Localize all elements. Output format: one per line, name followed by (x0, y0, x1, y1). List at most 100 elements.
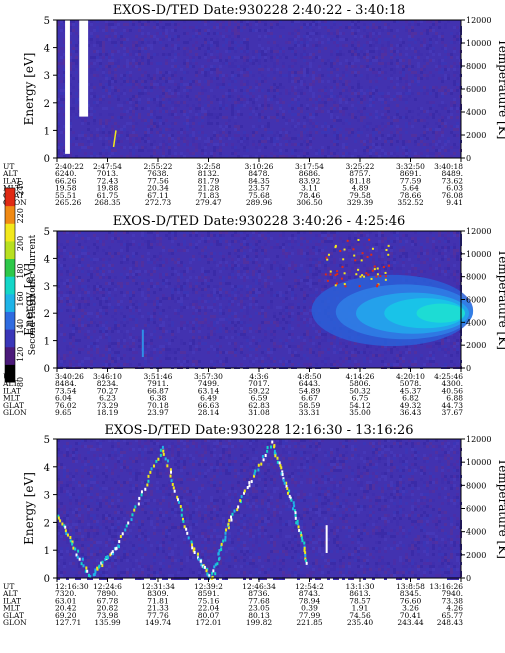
row-value: 135.99 (94, 618, 120, 627)
colorbar-tick-label: 80 (16, 377, 25, 387)
y-right-tick-label: 0 (466, 154, 471, 163)
y-axis-label: Energy [eV] (22, 53, 36, 126)
panel-title: EXOS-D/TED Date:930228 12:16:30 - 13:16:… (104, 423, 413, 438)
colorbar-tick-label: 140 (16, 319, 25, 334)
streak (142, 330, 144, 357)
row-value: 306.50 (296, 198, 322, 207)
colorbar-swatch (5, 311, 15, 329)
y-right-tick-label: 6000 (466, 505, 486, 514)
y-tick-label: 5 (44, 227, 50, 238)
y-right-tick-label: 4000 (466, 528, 486, 537)
row-value: 199.82 (246, 618, 272, 627)
panel-1: EXOS-D/TED Date:930228 2:40:22 - 3:40:18… (2, 3, 505, 207)
y-tick-label: 3 (44, 71, 50, 82)
y-right-tick-label: 12000 (466, 227, 491, 236)
panel-title: EXOS-D/TED Date:930228 3:40:26 - 4:25:46 (113, 214, 406, 229)
row-value: 28.14 (198, 408, 220, 417)
y-right-tick-label: 10000 (466, 39, 491, 48)
row-value: 9.65 (55, 408, 72, 417)
colorbar-tick-label: 240 (16, 180, 25, 195)
y-tick-label: 1 (44, 337, 50, 348)
colorbar-swatch (5, 364, 15, 382)
y-right-tick-label: 8000 (466, 481, 486, 490)
row-value: 127.71 (55, 618, 81, 627)
y-right-tick-label: 12000 (466, 435, 491, 444)
y-right-axis-label: Temperature [K] (496, 39, 505, 140)
y-tick-label: 3 (44, 282, 50, 293)
y-right-tick-label: 6000 (466, 296, 486, 305)
row-value: 279.47 (195, 198, 221, 207)
colorbar-tick-label: 180 (16, 264, 25, 279)
y-tick-label: 4 (44, 463, 50, 474)
colorbar-tick-label: 200 (16, 236, 25, 251)
y-tick-label: 2 (44, 99, 50, 110)
row-value: 23.97 (147, 408, 169, 417)
y-right-tick-label: 0 (466, 364, 471, 373)
y-tick-label: 2 (44, 309, 50, 320)
row-value: 352.52 (397, 198, 423, 207)
y-tick-label: 5 (44, 435, 50, 446)
y-right-axis-label: Temperature [K] (496, 458, 505, 559)
colorbar-tick-label: 120 (16, 347, 25, 362)
y-tick-label: 0 (44, 364, 50, 375)
row-value: 33.31 (299, 408, 320, 417)
row-value: 243.44 (397, 618, 423, 627)
y-tick-label: 0 (44, 574, 50, 585)
row-value: 265.26 (55, 198, 81, 207)
row-value: 221.85 (296, 618, 322, 627)
y-right-tick-label: 0 (466, 574, 471, 583)
row-label-glon: GLON (3, 618, 27, 627)
colorbar-swatch (5, 294, 15, 312)
y-tick-label: 0 (44, 154, 50, 165)
row-label-glon: GLON (3, 408, 27, 417)
colorbar-swatch (5, 223, 15, 241)
row-value: 272.73 (145, 198, 171, 207)
row-value: 36.43 (400, 408, 422, 417)
y-tick-label: 5 (44, 16, 50, 27)
panel-title: EXOS-D/TED Date:930228 2:40:22 - 3:40:18 (113, 3, 406, 18)
row-value: 35.00 (349, 408, 371, 417)
panel-3: EXOS-D/TED Date:930228 12:16:30 - 13:16:… (2, 423, 505, 627)
y-tick-label: 4 (44, 254, 50, 265)
y-right-axis-label: Temperature [K] (496, 249, 505, 350)
colorbar-label: Second Harmonic Current (28, 234, 38, 355)
row-value: 289.96 (246, 198, 272, 207)
y-right-tick-label: 4000 (466, 108, 486, 117)
colorbar-tick-label: 160 (16, 291, 25, 306)
row-value: 31.08 (248, 408, 270, 417)
y-axis-label: Energy [eV] (22, 472, 36, 545)
row-value: 268.35 (94, 198, 120, 207)
y-right-tick-label: 4000 (466, 318, 486, 327)
y-right-tick-label: 8000 (466, 62, 486, 71)
colorbar-swatch (5, 329, 15, 347)
row-value: 329.39 (347, 198, 373, 207)
y-tick-label: 2 (44, 518, 50, 529)
colorbar-tick-label: 220 (16, 208, 25, 223)
row-value: 248.43 (437, 618, 463, 627)
y-right-tick-label: 6000 (466, 85, 486, 94)
y-right-tick-label: 8000 (466, 273, 486, 282)
y-right-tick-label: 2000 (466, 551, 486, 560)
y-right-tick-label: 10000 (466, 250, 491, 259)
row-value: 149.74 (145, 618, 171, 627)
row-value: 18.19 (97, 408, 119, 417)
colorbar-swatch (5, 188, 15, 206)
colorbar-swatch (5, 206, 15, 224)
y-tick-label: 1 (44, 546, 50, 557)
row-value: 235.40 (347, 618, 373, 627)
y-right-tick-label: 2000 (466, 341, 486, 350)
row-value: 172.01 (195, 618, 221, 627)
colorbar-swatch (5, 259, 15, 277)
row-value: 37.67 (442, 408, 464, 417)
y-right-tick-label: 12000 (466, 16, 491, 25)
y-tick-label: 1 (44, 126, 50, 137)
y-right-tick-label: 10000 (466, 458, 491, 467)
data-gap-1 (65, 20, 70, 154)
data-gap-2 (79, 20, 88, 117)
colorbar-swatch (5, 241, 15, 259)
panel-2: EXOS-D/TED Date:930228 3:40:26 - 4:25:46… (2, 214, 505, 417)
colorbar-swatch (5, 276, 15, 294)
y-tick-label: 3 (44, 491, 50, 502)
colorbar-swatch (5, 347, 15, 365)
